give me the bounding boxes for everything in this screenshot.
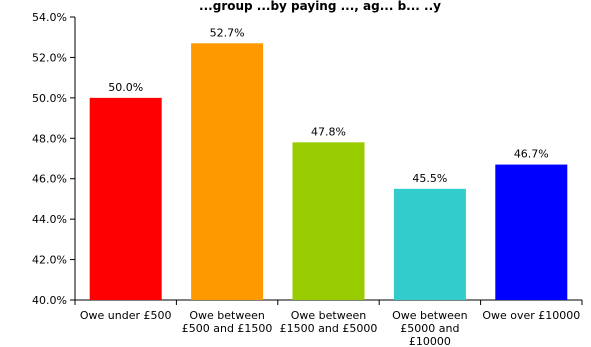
- data-label: 52.7%: [210, 26, 245, 39]
- x-tick-label-line: £5000 and: [400, 322, 459, 335]
- x-tick-label-line: £500 and £1500: [182, 322, 273, 335]
- x-tick-label-line: Owe over £10000: [482, 309, 580, 322]
- x-tick-label-line: Owe under £500: [80, 309, 172, 322]
- x-tick-label-line: £10000: [409, 335, 451, 347]
- x-tick-label-line: Owe between: [291, 309, 367, 322]
- x-tick-label: Owe under £500: [80, 309, 172, 322]
- plot-area: 40.0% 42.0% 44.0% 46.0% 48.0% 50.0% 52.0% 54.0%…: [32, 11, 583, 347]
- x-tick-label: Owe between £500 and £1500: [182, 309, 273, 335]
- chart-title: ...group ...by paying ..., ag... b... ..…: [199, 0, 441, 13]
- x-tick-label: Owe over £10000: [482, 309, 580, 322]
- y-tick-label: 50.0%: [32, 92, 67, 105]
- bar: [292, 142, 365, 300]
- x-tick-label-line: Owe between: [189, 309, 265, 322]
- bar: [393, 188, 466, 300]
- bar: [89, 97, 162, 300]
- bar: [191, 43, 264, 301]
- y-tick-label: 52.0%: [32, 51, 67, 64]
- y-tick-label: 54.0%: [32, 11, 67, 24]
- y-tick-label: 44.0%: [32, 213, 67, 226]
- x-tick-label: Owe between £1500 and £5000: [280, 309, 378, 335]
- x-tick-label: Owe between £5000 and £10000: [392, 309, 468, 347]
- y-tick-label: 40.0%: [32, 294, 67, 307]
- bar: [495, 164, 568, 300]
- x-tick-label-line: £1500 and £5000: [280, 322, 378, 335]
- y-tick-label: 46.0%: [32, 173, 67, 186]
- data-label: 47.8%: [311, 125, 346, 138]
- y-tick-label: 42.0%: [32, 254, 67, 267]
- data-label: 45.5%: [412, 172, 447, 185]
- x-tick-label-line: Owe between: [392, 309, 468, 322]
- y-tick-label: 48.0%: [32, 132, 67, 145]
- data-label: 46.7%: [514, 148, 549, 161]
- data-label: 50.0%: [108, 81, 143, 94]
